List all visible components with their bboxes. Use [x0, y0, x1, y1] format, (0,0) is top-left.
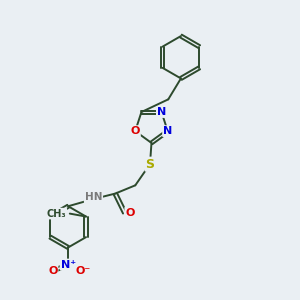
- Text: HN: HN: [85, 192, 102, 203]
- Text: CH₃: CH₃: [46, 208, 66, 219]
- Text: O⁻: O⁻: [76, 266, 91, 276]
- Text: N: N: [157, 107, 166, 117]
- Text: N⁺: N⁺: [61, 260, 76, 269]
- Text: O: O: [130, 126, 140, 136]
- Text: S: S: [146, 158, 154, 171]
- Text: N: N: [163, 126, 172, 136]
- Text: O: O: [48, 266, 58, 276]
- Text: O: O: [125, 208, 135, 218]
